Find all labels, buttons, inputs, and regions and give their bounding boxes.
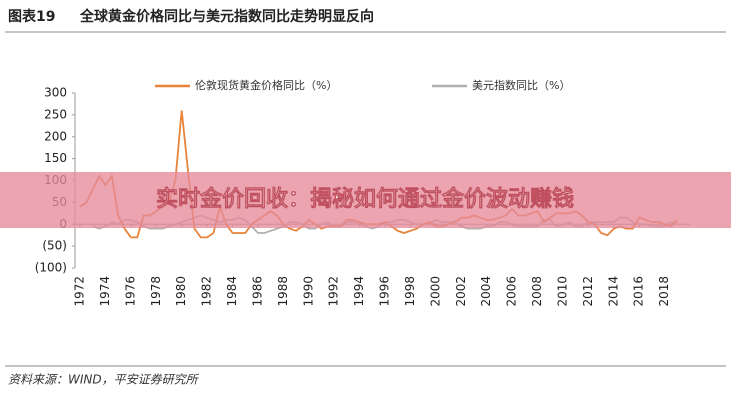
y-tick-label: 150 <box>44 151 67 165</box>
x-tick-label: 1986 <box>250 276 264 307</box>
x-tick-label: 2006 <box>505 276 519 307</box>
x-tick-label: 1994 <box>352 276 366 307</box>
y-tick-label: 250 <box>44 107 67 121</box>
x-tick-label: 2016 <box>632 276 646 307</box>
y-tick-label: (50) <box>42 239 67 253</box>
x-tick-label: 1980 <box>174 276 188 307</box>
x-tick-label: 2010 <box>555 276 569 307</box>
figure-label: 图表19 <box>8 8 55 25</box>
x-tick-label: 2018 <box>657 276 671 307</box>
y-tick-label: 200 <box>44 129 67 143</box>
chart-title: 全球黄金价格同比与美元指数同比走势明显反向 <box>79 8 374 25</box>
x-tick-label: 1972 <box>73 276 87 307</box>
y-tick-label: (100) <box>35 261 67 275</box>
x-tick-label: 1988 <box>276 276 290 307</box>
x-tick-label: 2008 <box>530 276 544 307</box>
x-tick-label: 1990 <box>301 276 315 307</box>
x-tick-label: 1992 <box>327 276 341 307</box>
x-tick-label: 1976 <box>123 276 137 307</box>
banner-band <box>0 172 731 228</box>
x-tick-label: 1978 <box>149 276 163 307</box>
x-tick-label: 1984 <box>225 276 239 307</box>
legend-label: 美元指数同比（%） <box>472 78 570 92</box>
x-tick-label: 2012 <box>581 276 595 307</box>
x-tick-label: 2004 <box>479 276 493 307</box>
x-tick-label: 1982 <box>200 276 214 307</box>
x-tick-label: 2002 <box>454 276 468 307</box>
banner-text: 实时金价回收：揭秘如何通过金价波动赚钱 <box>156 186 574 212</box>
x-tick-label: 1998 <box>403 276 417 307</box>
source: 资料来源：WIND，平安证券研究所 <box>8 373 200 387</box>
x-tick-label: 2014 <box>606 276 620 307</box>
y-tick-label: 300 <box>44 86 67 100</box>
legend-label: 伦敦现货黄金价格同比（%） <box>195 78 337 92</box>
x-tick-label: 1974 <box>98 276 112 307</box>
x-tick-label: 2000 <box>428 276 442 307</box>
x-tick-label: 1996 <box>378 276 392 307</box>
